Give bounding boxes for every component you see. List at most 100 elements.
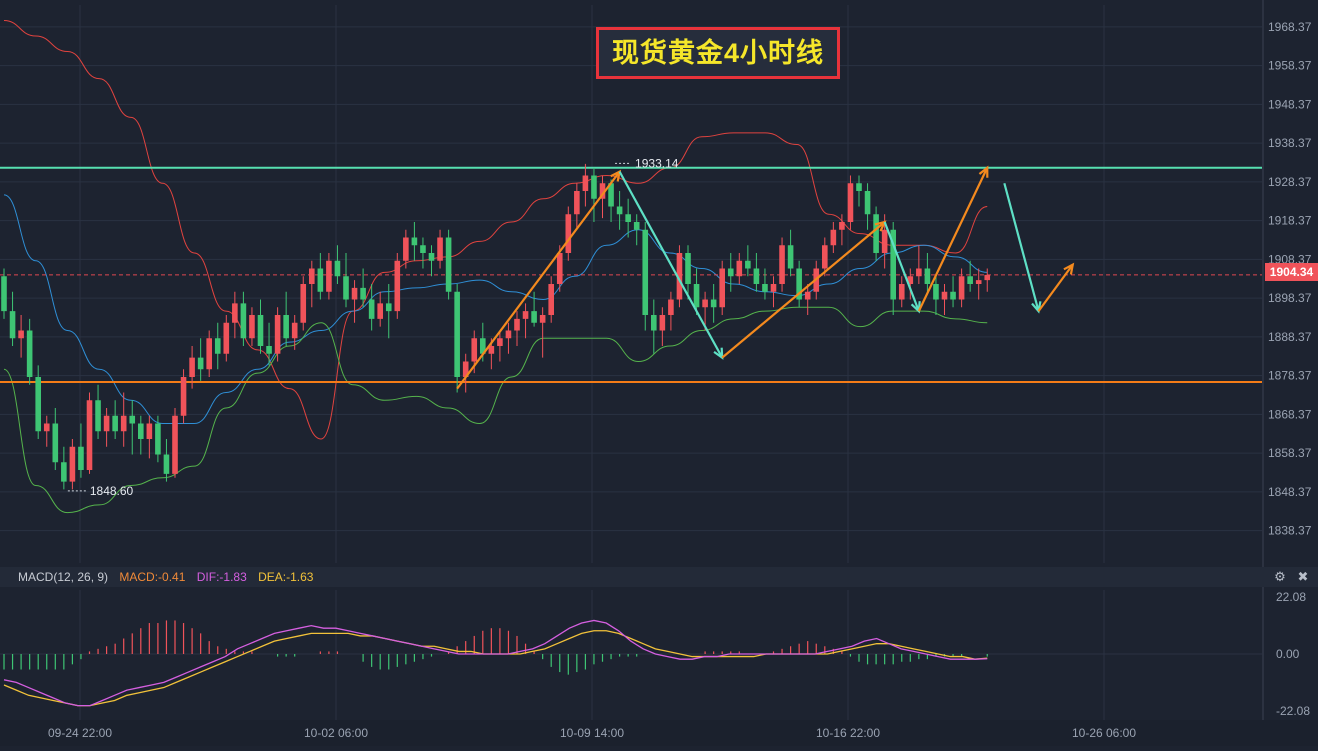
price-tick-label: 1948.37 [1268, 97, 1312, 111]
dif-line [3, 619, 988, 707]
trend-arrow-up [721, 221, 886, 359]
low-price-label: 1848.60 [90, 484, 134, 498]
macd-params: MACD(12, 26, 9) [18, 570, 109, 584]
candle-body [26, 330, 33, 377]
candle-body [69, 446, 76, 482]
candle-body [736, 260, 743, 277]
time-axis: 09-24 22:00 10-02 06:00 10-09 14:00 10-16 2… [48, 726, 1136, 740]
candle-body [830, 229, 837, 246]
price-tick-label: 1838.37 [1268, 524, 1312, 538]
candle-body [864, 191, 871, 215]
dea-line [3, 630, 988, 707]
price-tick-label: 1908.37 [1268, 252, 1312, 266]
upper-band-line [3, 20, 988, 440]
candle-body [214, 338, 221, 354]
trend-arrow-up [456, 170, 621, 390]
candle-body [574, 191, 580, 215]
macd-panel: 22.08 0.00 -22.08 [0, 590, 1310, 718]
candle-body [112, 415, 118, 432]
middle-band-line [3, 194, 988, 424]
candle-body [189, 357, 195, 377]
candle-body [890, 229, 896, 300]
candle-body [52, 423, 59, 463]
candle-body [445, 237, 452, 292]
close-icon[interactable]: ✖ [1297, 569, 1309, 584]
candle-body [839, 222, 845, 230]
candle-body [796, 268, 802, 300]
price-tick-label: 1938.37 [1268, 136, 1312, 150]
candle-body [710, 299, 717, 308]
candle-body [702, 299, 708, 308]
candle-body [633, 222, 640, 230]
candle-body [129, 415, 136, 424]
candle-body [232, 303, 238, 323]
candle-body [787, 245, 794, 269]
candle-body [61, 462, 67, 482]
candle-body [941, 291, 948, 300]
candle-body [599, 183, 606, 199]
candle-body [206, 338, 212, 370]
high-price-label: 1933.14 [635, 156, 679, 170]
candle-body [309, 268, 315, 284]
candle-body [719, 268, 725, 308]
candle-body [770, 284, 777, 292]
candle-body [326, 260, 332, 292]
candle-body [343, 276, 349, 300]
candle-body [591, 175, 597, 199]
candle-body [984, 274, 991, 281]
price-tick-label: 1848.37 [1268, 485, 1312, 499]
candle-body [377, 303, 383, 319]
gear-icon[interactable]: ⚙ [1274, 569, 1286, 584]
chart-title: 现货黄金4小时线 [596, 27, 840, 79]
candle-body [856, 183, 862, 191]
candle-body [676, 253, 683, 300]
time-tick-label: 10-16 22:00 [816, 726, 880, 740]
candle-body [608, 183, 614, 207]
candle-body [146, 423, 153, 439]
candle-body [685, 253, 691, 284]
candle-body [847, 183, 854, 222]
macd-legend-bar: MACD(12, 26, 9) MACD:-0.41 DIF:-1.83 DEA… [0, 567, 1318, 587]
candle-body [539, 315, 546, 323]
candle-body [103, 415, 110, 432]
candle-body [779, 245, 785, 284]
candle-body [548, 284, 554, 315]
candle-body [317, 268, 324, 292]
macd-tick-label: -22.08 [1276, 704, 1310, 718]
candle-body [257, 315, 264, 346]
candle-body [933, 284, 939, 300]
candle-body [916, 268, 922, 277]
candle-body [454, 291, 460, 377]
candle-body [642, 229, 649, 315]
candle-body [822, 245, 828, 269]
candle-body [43, 423, 50, 432]
dif-value: DIF:-1.83 [196, 570, 247, 584]
candle-body [505, 330, 512, 339]
candle-body [924, 268, 931, 284]
candle-body [462, 361, 469, 377]
candle-body [522, 311, 529, 319]
trend-arrow-up [1037, 263, 1074, 312]
candle-body [625, 214, 631, 222]
annotations: 1933.14 1848.60 [67, 156, 679, 498]
time-tick-label: 10-02 06:00 [304, 726, 368, 740]
candle-body [480, 338, 486, 354]
candle-body [403, 237, 409, 261]
lower-band-line [3, 306, 988, 514]
candle-body [9, 311, 16, 339]
time-axis-bg [0, 720, 1318, 746]
candle-body [668, 299, 674, 315]
candle-body [616, 206, 623, 215]
candle-body [693, 284, 700, 308]
candle-body [78, 446, 84, 470]
candle-body [745, 260, 751, 269]
price-tick-label: 1918.37 [1268, 214, 1312, 228]
candle-body [334, 260, 341, 277]
candle-body [907, 276, 914, 284]
candle-body [488, 346, 495, 354]
candle-body [274, 315, 281, 354]
candle-body [950, 291, 956, 300]
